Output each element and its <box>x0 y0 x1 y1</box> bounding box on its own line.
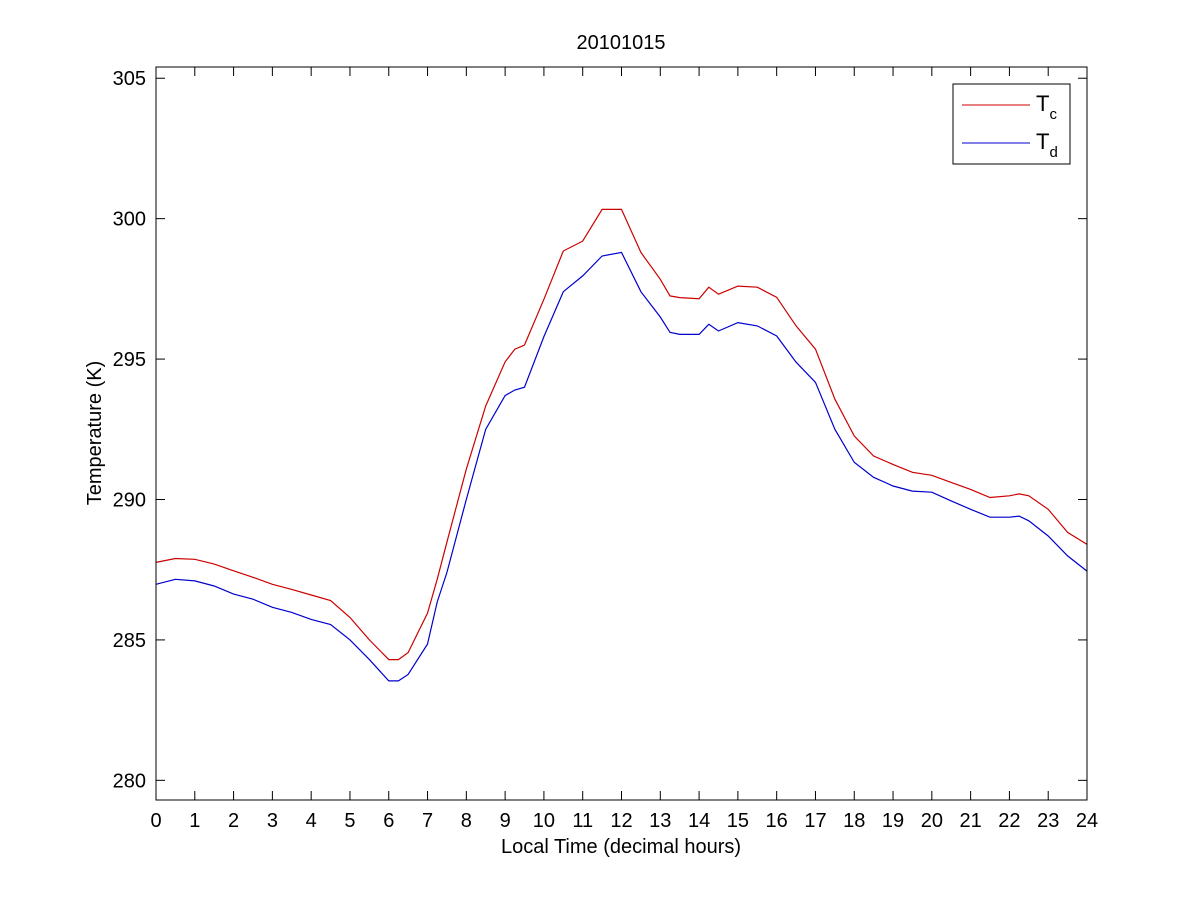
y-axis-label: Temperature (K) <box>84 361 106 506</box>
series-line-tc <box>155 208 1088 661</box>
x-tick-label: 14 <box>688 810 710 832</box>
x-tick-label: 15 <box>727 810 749 832</box>
legend: Tc Td <box>952 83 1071 165</box>
x-tick-label: 11 <box>572 810 593 832</box>
x-tick-label: 21 <box>960 810 982 832</box>
x-tick-label: 12 <box>610 810 632 832</box>
x-tick-label: 2 <box>228 810 239 832</box>
y-tick-label: 280 <box>113 770 146 792</box>
y-tick-label: 305 <box>113 68 146 90</box>
x-tick-label: 8 <box>461 810 472 832</box>
x-tick-label: 16 <box>766 810 788 832</box>
y-tick-label: 295 <box>113 349 146 371</box>
x-tick-label: 1 <box>189 810 200 832</box>
series-lines <box>155 208 1088 682</box>
y-tick-label: 285 <box>113 630 146 652</box>
x-tick-label: 9 <box>500 810 511 832</box>
x-tick-label: 10 <box>533 810 555 832</box>
legend-label-td: Td <box>1036 129 1058 161</box>
plot-area-border <box>155 66 1088 801</box>
x-axis-label: Local Time (decimal hours) <box>501 836 741 858</box>
x-tick-label: 5 <box>344 810 355 832</box>
x-tick-label: 19 <box>882 810 904 832</box>
x-tick-label: 3 <box>267 810 278 832</box>
x-tick-label: 20 <box>921 810 943 832</box>
chart-title: 20101015 <box>577 32 666 54</box>
x-tick-label: 6 <box>383 810 394 832</box>
x-tick-label: 4 <box>306 810 317 832</box>
y-tick-label: 290 <box>113 489 146 511</box>
x-tick-label: 22 <box>998 810 1020 832</box>
y-tick-label: 300 <box>113 209 146 231</box>
legend-box <box>952 83 1071 165</box>
axis-ticks: 0 1 2 3 4 5 6 7 8 9 10 11 12 13 14 15 16 17 18 19 20 21 22 23 24… <box>113 67 1098 832</box>
x-tick-label: 13 <box>649 810 671 832</box>
series-line-td <box>155 251 1088 682</box>
x-tick-label: 17 <box>804 810 826 832</box>
x-tick-label: 7 <box>422 810 433 832</box>
x-tick-label: 18 <box>843 810 865 832</box>
legend-label-tc: Tc <box>1036 91 1057 123</box>
x-tick-label: 23 <box>1037 810 1059 832</box>
x-tick-label: 0 <box>150 810 161 832</box>
x-tick-label: 24 <box>1076 810 1098 832</box>
